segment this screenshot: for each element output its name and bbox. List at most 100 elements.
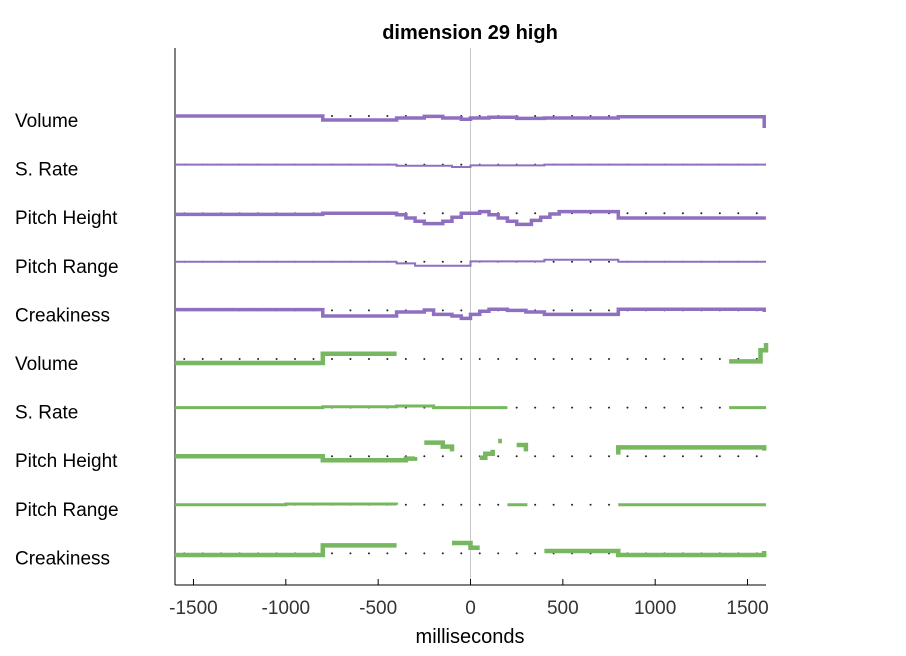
baseline-dot [460, 309, 463, 312]
baseline-dot [608, 455, 611, 458]
baseline-dot [367, 309, 370, 312]
row-label: Pitch Range [15, 500, 119, 521]
baseline-dot [589, 406, 592, 409]
baseline-dot [349, 115, 352, 117]
baseline-dot [349, 309, 352, 312]
baseline-dot [552, 309, 555, 312]
baseline-dot [441, 309, 444, 312]
x-tick-label: 1500 [726, 598, 768, 619]
baseline-dot [423, 552, 426, 555]
baseline-dot [441, 455, 444, 458]
baseline-dot [700, 212, 703, 215]
baseline-dot [238, 358, 241, 360]
baseline-dot [478, 503, 481, 506]
baseline-dot [497, 358, 500, 360]
series-line [175, 209, 766, 227]
baseline-dot [644, 455, 647, 458]
series-line [424, 440, 455, 452]
baseline-dot [571, 406, 574, 409]
baseline-dot [349, 552, 352, 555]
x-tick-label: 0 [465, 598, 476, 619]
baseline-dot [404, 503, 407, 506]
baseline-dot [626, 212, 629, 215]
series-line [175, 404, 508, 410]
baseline-dot [386, 309, 389, 312]
chart-title: dimension 29 high [382, 22, 558, 44]
x-tick-label: -500 [359, 598, 397, 619]
baseline-dot [349, 455, 352, 458]
baseline-dot [515, 552, 518, 555]
baseline-dot [681, 406, 684, 409]
baseline-dot [700, 455, 703, 458]
baseline-dot [552, 358, 555, 360]
series-line [175, 351, 397, 366]
baseline-dot [330, 455, 333, 458]
baseline-dot [644, 358, 647, 360]
baseline-dot [571, 358, 574, 360]
baseline-dot [220, 358, 223, 360]
baseline-dot [257, 358, 260, 360]
baseline-dot [608, 358, 611, 360]
x-tick-label: 500 [547, 598, 579, 619]
x-tick-label: -1000 [262, 598, 311, 619]
baseline-dot [608, 260, 611, 263]
baseline-dot [183, 358, 186, 360]
series-line [175, 258, 766, 267]
baseline-dot [589, 260, 592, 263]
baseline-dot [460, 163, 463, 166]
baseline-dot [312, 358, 315, 360]
series-line [616, 445, 767, 455]
baseline-dot [404, 260, 407, 263]
baseline-dot [534, 212, 537, 215]
baseline-dot [700, 406, 703, 409]
baseline-dot [441, 503, 444, 506]
baseline-dot [589, 309, 592, 312]
baseline-dot [201, 358, 204, 360]
baseline-dot [755, 212, 758, 215]
baseline-dot [423, 455, 426, 458]
row-label: Volume [15, 111, 78, 132]
baseline-dot [718, 358, 721, 360]
series-line [544, 548, 767, 558]
baseline-dot [497, 552, 500, 555]
baseline-dot [367, 552, 370, 555]
row-label: Pitch Range [15, 257, 119, 278]
baseline-dot [644, 406, 647, 409]
baseline-dot [330, 309, 333, 312]
baseline-dot [404, 552, 407, 555]
row-label: S. Rate [15, 160, 78, 181]
baseline-dot [534, 115, 537, 117]
baseline-dot [589, 358, 592, 360]
baseline-dot [552, 503, 555, 506]
baseline-dot [571, 309, 574, 312]
baseline-dot [608, 309, 611, 312]
baseline-dot [460, 552, 463, 555]
series-line [516, 442, 529, 452]
baseline-dot [608, 503, 611, 506]
x-tick-label: -1500 [169, 598, 218, 619]
baseline-dot [681, 358, 684, 360]
baseline-dot [423, 260, 426, 263]
series-line [175, 163, 766, 168]
baseline-dot [423, 212, 426, 215]
x-tick-label: 1000 [634, 598, 676, 619]
baseline-dot [349, 358, 352, 360]
baseline-dot [330, 552, 333, 555]
baseline-dot [478, 358, 481, 360]
baseline-dot [718, 212, 721, 215]
baseline-dot [515, 406, 518, 409]
x-axis-label: milliseconds [416, 626, 525, 648]
baseline-dot [460, 358, 463, 360]
series-line [479, 449, 495, 461]
series-line [175, 543, 397, 558]
baseline-dot [644, 212, 647, 215]
baseline-dot [441, 552, 444, 555]
series-line [729, 343, 769, 364]
series-line [452, 540, 480, 551]
baseline-dot [275, 358, 278, 360]
plot-area: -1500 -1000 -500 0 500 1000 1500 Volume S. Rate P… [15, 48, 769, 619]
baseline-dot [718, 455, 721, 458]
row-label: S. Rate [15, 403, 78, 424]
